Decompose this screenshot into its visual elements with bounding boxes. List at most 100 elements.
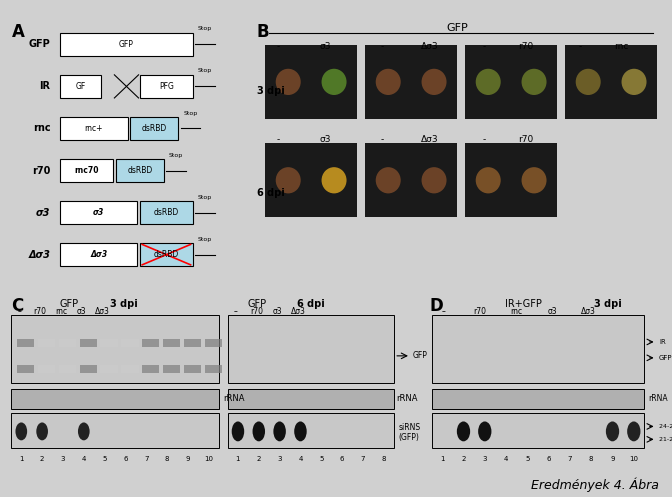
Bar (17, 365, 34, 373)
Text: 3: 3 (60, 456, 65, 462)
Bar (163, 365, 180, 373)
Bar (142, 365, 159, 373)
Bar (121, 365, 138, 373)
Bar (38, 365, 55, 373)
Bar (79, 339, 97, 347)
Text: rnc70: rnc70 (75, 166, 99, 175)
Text: GFP: GFP (659, 355, 672, 361)
Text: dsRBD: dsRBD (154, 250, 179, 259)
Bar (366, 143, 457, 217)
Text: IR+GFP: IR+GFP (505, 299, 542, 309)
Ellipse shape (627, 421, 640, 441)
Text: r70: r70 (34, 307, 46, 316)
Text: r70: r70 (250, 307, 263, 316)
Ellipse shape (321, 167, 347, 193)
Ellipse shape (232, 421, 244, 441)
Text: Stop: Stop (198, 26, 212, 31)
Text: dsRBD: dsRBD (154, 208, 179, 217)
Text: rRNA: rRNA (396, 394, 418, 403)
Text: r70: r70 (518, 135, 534, 144)
Bar (60, 159, 113, 182)
Bar (140, 243, 193, 266)
Bar (228, 413, 394, 448)
Text: Δσ3: Δσ3 (581, 307, 596, 316)
Text: σ3: σ3 (320, 135, 331, 144)
Text: 6: 6 (123, 456, 128, 462)
Bar (204, 365, 222, 373)
Text: dsRBD: dsRBD (142, 124, 167, 133)
Text: 2: 2 (40, 456, 44, 462)
Text: C: C (11, 297, 23, 315)
Text: 6: 6 (546, 456, 551, 462)
Text: Δσ3: Δσ3 (421, 135, 439, 144)
Bar (228, 315, 394, 383)
Text: GF: GF (75, 82, 85, 91)
Text: -: - (276, 135, 280, 144)
Text: B: B (257, 23, 269, 41)
Text: PFG: PFG (159, 82, 174, 91)
Ellipse shape (15, 422, 27, 440)
Bar (431, 389, 644, 409)
Bar (116, 159, 164, 182)
Ellipse shape (321, 69, 347, 95)
Ellipse shape (421, 69, 446, 95)
Bar (60, 201, 137, 224)
Text: IR: IR (659, 339, 666, 345)
Ellipse shape (521, 167, 546, 193)
Text: -: - (578, 42, 581, 51)
Bar (228, 389, 394, 409)
Text: rnc: rnc (33, 123, 50, 134)
Text: rnc+: rnc+ (85, 124, 103, 133)
Bar (17, 339, 34, 347)
Text: Eredmények 4. Ábra: Eredmények 4. Ábra (531, 478, 659, 492)
Text: rnc: rnc (55, 307, 67, 316)
Bar (140, 201, 193, 224)
Ellipse shape (476, 167, 501, 193)
Ellipse shape (376, 69, 401, 95)
Text: 7: 7 (361, 456, 365, 462)
Text: 2: 2 (461, 456, 466, 462)
Text: 1: 1 (440, 456, 444, 462)
Text: r70: r70 (32, 166, 50, 175)
Text: 7: 7 (568, 456, 572, 462)
Text: 8: 8 (589, 456, 593, 462)
Bar (121, 339, 138, 347)
Bar (58, 339, 76, 347)
Bar (60, 243, 137, 266)
Text: 4: 4 (504, 456, 508, 462)
Ellipse shape (294, 421, 306, 441)
Text: 1: 1 (236, 456, 240, 462)
Text: Stop: Stop (198, 195, 212, 200)
Text: Stop: Stop (169, 153, 183, 158)
Text: Δσ3: Δσ3 (291, 307, 306, 316)
Text: -: - (380, 42, 384, 51)
Text: Δσ3: Δσ3 (28, 249, 50, 259)
Bar (11, 315, 219, 383)
Text: –: – (442, 307, 446, 316)
Ellipse shape (606, 421, 619, 441)
Text: siRNS
(GFP): siRNS (GFP) (398, 422, 421, 442)
Bar (183, 339, 201, 347)
Text: rnc: rnc (510, 307, 522, 316)
Ellipse shape (478, 421, 491, 441)
Text: -: - (482, 42, 486, 51)
Bar (60, 117, 128, 140)
Text: 3 dpi: 3 dpi (594, 299, 622, 309)
Text: 3: 3 (482, 456, 487, 462)
Bar (265, 45, 357, 119)
Bar (431, 315, 644, 383)
Text: 5: 5 (526, 456, 530, 462)
Text: 3 dpi: 3 dpi (257, 86, 285, 96)
Bar (142, 339, 159, 347)
Text: 3: 3 (278, 456, 282, 462)
Bar (265, 143, 357, 217)
Ellipse shape (457, 421, 470, 441)
Bar (79, 365, 97, 373)
Bar (58, 365, 76, 373)
Text: 1: 1 (19, 456, 24, 462)
Bar (183, 365, 201, 373)
Text: GFP: GFP (446, 23, 468, 33)
Text: σ3: σ3 (320, 42, 331, 51)
Text: 6: 6 (340, 456, 344, 462)
Bar (366, 45, 457, 119)
